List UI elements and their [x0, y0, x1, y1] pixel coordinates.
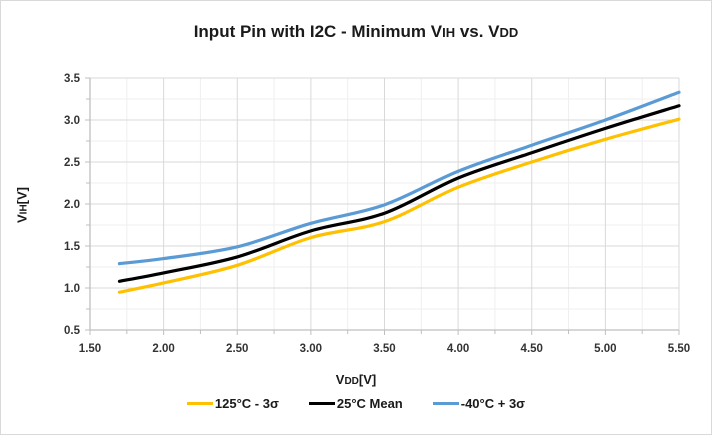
legend-item: 125°C - 3σ — [186, 396, 279, 411]
y-tick-label: 2.0 — [64, 199, 80, 211]
y-tick-label: 0.5 — [64, 325, 81, 337]
y-tick-label: 1.0 — [64, 283, 80, 295]
chart-title: Input Pin with I2C - Minimum VIH vs. VDD — [0, 22, 712, 42]
xlabel-sub: DD — [344, 376, 359, 387]
x-tick-label: 3.00 — [300, 343, 322, 355]
x-tick-label: 2.00 — [152, 343, 174, 355]
x-tick-label: 2.50 — [226, 343, 248, 355]
y-tick-label: 3.5 — [64, 73, 81, 85]
title-sub-ih: IH — [442, 25, 456, 40]
x-axis-label: VDD[V] — [0, 372, 712, 387]
xlabel-unit: [V] — [358, 372, 377, 387]
legend: 125°C - 3σ 25°C Mean -40°C + 3σ — [0, 396, 712, 411]
x-tick-label: 4.50 — [521, 343, 543, 355]
series-1-line — [117, 117, 681, 294]
legend-label: 125°C - 3σ — [214, 396, 279, 411]
title-main: Input Pin with I2C - Minimum V — [193, 22, 443, 41]
legend-item: -40°C + 3σ — [432, 396, 526, 411]
series-3-line — [117, 90, 681, 266]
y-tick-label: 2.5 — [64, 157, 81, 169]
legend-swatch — [308, 402, 335, 405]
title-mid: vs. V — [455, 22, 500, 41]
legend-swatch — [432, 402, 459, 405]
y-tick-label: 3.0 — [64, 115, 80, 127]
legend-swatch — [186, 402, 213, 405]
series-2-line — [117, 104, 681, 283]
title-sub-dd: DD — [499, 25, 519, 40]
x-tick-label: 5.00 — [594, 343, 616, 355]
x-tick-label: 4.00 — [447, 343, 469, 355]
y-tick-label: 1.5 — [64, 241, 81, 253]
legend-label: 25°C Mean — [336, 396, 403, 411]
legend-label: -40°C + 3σ — [460, 396, 526, 411]
xlabel-main: V — [335, 372, 345, 387]
x-tick-label: 3.50 — [373, 343, 395, 355]
x-tick-label: 1.50 — [79, 343, 101, 355]
x-tick-label: 5.50 — [668, 343, 690, 355]
legend-item: 25°C Mean — [308, 396, 403, 411]
